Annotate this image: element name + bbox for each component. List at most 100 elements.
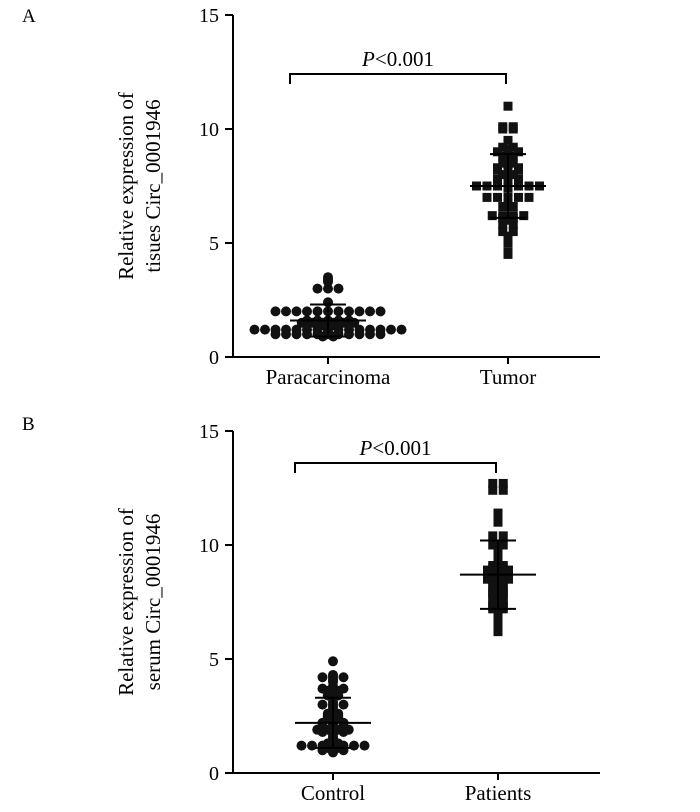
panel-a-point-paracarcinoma [375, 329, 386, 340]
panel-b-point-patients [498, 531, 508, 541]
panel-b-point-patients [488, 540, 498, 550]
panel-a-point-paracarcinoma [312, 306, 323, 317]
panel-a-point-paracarcinoma [312, 283, 323, 294]
panel-b-y-axis-label: Relative expression of serum Circ_000194… [114, 508, 165, 696]
panel-a-plot-area: 0 5 10 15 Paracarcinoma Tumor P<0.001 [199, 5, 600, 389]
panel-b-point-patients [498, 567, 508, 577]
panel-a-p-value-annotation: P<0.001 [361, 47, 434, 71]
panel-a-point-tumor [503, 135, 513, 145]
panel-b-point-control [307, 740, 317, 751]
panel-b-point-patients [488, 572, 498, 582]
panel-a-point-tumor [503, 147, 513, 157]
panel-b-plot-area: 0 5 10 15 Control Patients P<0.001 [199, 421, 600, 805]
panel-a-point-paracarcinoma [281, 329, 291, 340]
panel-a-point-tumor [482, 192, 492, 202]
panel-a-y-axis-label-line-1: Relative expression of [114, 92, 138, 280]
panel-b-point-control [338, 699, 349, 710]
panel-a-point-paracarcinoma [291, 306, 302, 317]
panel-b-y-tick-label: 5 [209, 649, 219, 671]
panel-a-point-tumor [508, 158, 518, 168]
panel-a-point-tumor [498, 142, 508, 152]
panel-a-point-paracarcinoma [260, 324, 270, 335]
panel-a-point-tumor [498, 220, 508, 230]
panel-b-point-control [317, 726, 328, 737]
panel-b-point-patients [488, 563, 498, 573]
panel-a-point-tumor [508, 142, 518, 152]
panel-a-point-paracarcinoma [386, 324, 396, 335]
panel-b-x-tick-label: Control [301, 781, 365, 805]
panel-b-point-patients [488, 590, 498, 600]
panel-a-point-paracarcinoma [281, 306, 291, 317]
panel-b-point-patients [504, 565, 513, 575]
panel-b-label: B [22, 414, 35, 435]
panel-a-point-tumor [508, 124, 518, 134]
panel-b-y-axis-label-line-2: serum Circ_0001946 [141, 514, 165, 691]
panel-a-point-tumor [498, 202, 508, 212]
panel-b-point-patients [488, 478, 498, 488]
panel-b-point-patients [493, 513, 503, 523]
panel-b-point-control [317, 672, 328, 683]
panel-a-y-tick-label: 10 [199, 119, 219, 141]
panel-a-point-paracarcinoma [323, 283, 333, 294]
panel-a-label: A [22, 6, 36, 27]
panel-a-point-tumor [493, 147, 502, 157]
panel-b-point-patients [488, 576, 498, 586]
panel-a-point-paracarcinoma [270, 329, 281, 340]
panel-b-point-patients [488, 595, 498, 605]
panel-b-point-control [296, 740, 307, 751]
panel-b-point-control [317, 745, 328, 756]
panel-a-point-tumor [508, 202, 518, 212]
panel-a-point-tumor [498, 227, 508, 237]
panel-b-point-patients [504, 574, 513, 584]
panel-b-point-patients [493, 613, 503, 623]
panel-b-significance-bracket [294, 462, 497, 473]
panel-a-point-tumor [498, 151, 508, 161]
panel-b-point-patients [488, 531, 498, 541]
panel-b-point-patients [493, 627, 503, 637]
panel-b-point-patients [498, 581, 508, 591]
panel-a-point-tumor [508, 151, 518, 161]
panel-b-p-value-annotation: P<0.001 [359, 436, 432, 460]
panel-b-point-control [328, 747, 338, 758]
panel-a-point-tumor [493, 192, 502, 202]
panel-a-significance-bracket [289, 73, 507, 84]
panel-a-y-tick-label: 15 [199, 5, 219, 27]
panel-a-point-tumor [508, 220, 518, 230]
panel-a-point-tumor [493, 174, 502, 184]
panel-a-point-paracarcinoma [249, 324, 260, 335]
panel-a-point-tumor [503, 238, 513, 248]
panel-b-y-tick-label: 10 [199, 535, 219, 557]
panel-a-point-tumor [498, 158, 508, 168]
panel-a-point-tumor [498, 124, 508, 134]
panel-a: A Relative expression of tisues Circ_000… [22, 5, 600, 389]
panel-b: B Relative expression of serum Circ_0001… [22, 414, 600, 805]
panel-b-point-patients [498, 478, 508, 488]
panel-b-point-patients [498, 590, 508, 600]
panel-b-point-control [328, 656, 338, 667]
panel-a-point-paracarcinoma [365, 329, 375, 340]
panel-b-point-patients [488, 581, 498, 591]
panel-a-point-tumor [503, 215, 513, 225]
panel-b-point-patients [498, 576, 508, 586]
panel-a-point-paracarcinoma [302, 306, 312, 317]
panel-a-y-axis-label: Relative expression of tisues Circ_00019… [114, 92, 165, 280]
panel-b-point-patients [498, 572, 508, 582]
panel-b-x-tick-label: Patients [465, 781, 532, 805]
panel-a-point-paracarcinoma [333, 283, 344, 294]
panel-a-point-tumor [514, 192, 523, 202]
panel-a-y-tick-label: 5 [209, 233, 219, 255]
panel-a-point-tumor [508, 227, 518, 237]
panel-b-point-patients [488, 567, 498, 577]
panel-a-point-tumor [514, 165, 523, 175]
panel-a-point-paracarcinoma [396, 324, 407, 335]
panel-a-point-tumor [514, 147, 523, 157]
panel-a-point-paracarcinoma [354, 329, 365, 340]
panel-b-point-patients [483, 565, 492, 575]
panel-a-point-paracarcinoma [291, 329, 302, 340]
panel-b-point-control [338, 745, 349, 756]
panel-a-point-tumor [503, 249, 513, 259]
panel-a-point-paracarcinoma [270, 306, 281, 317]
panel-a-point-paracarcinoma [344, 306, 354, 317]
panel-a-point-paracarcinoma [354, 306, 365, 317]
